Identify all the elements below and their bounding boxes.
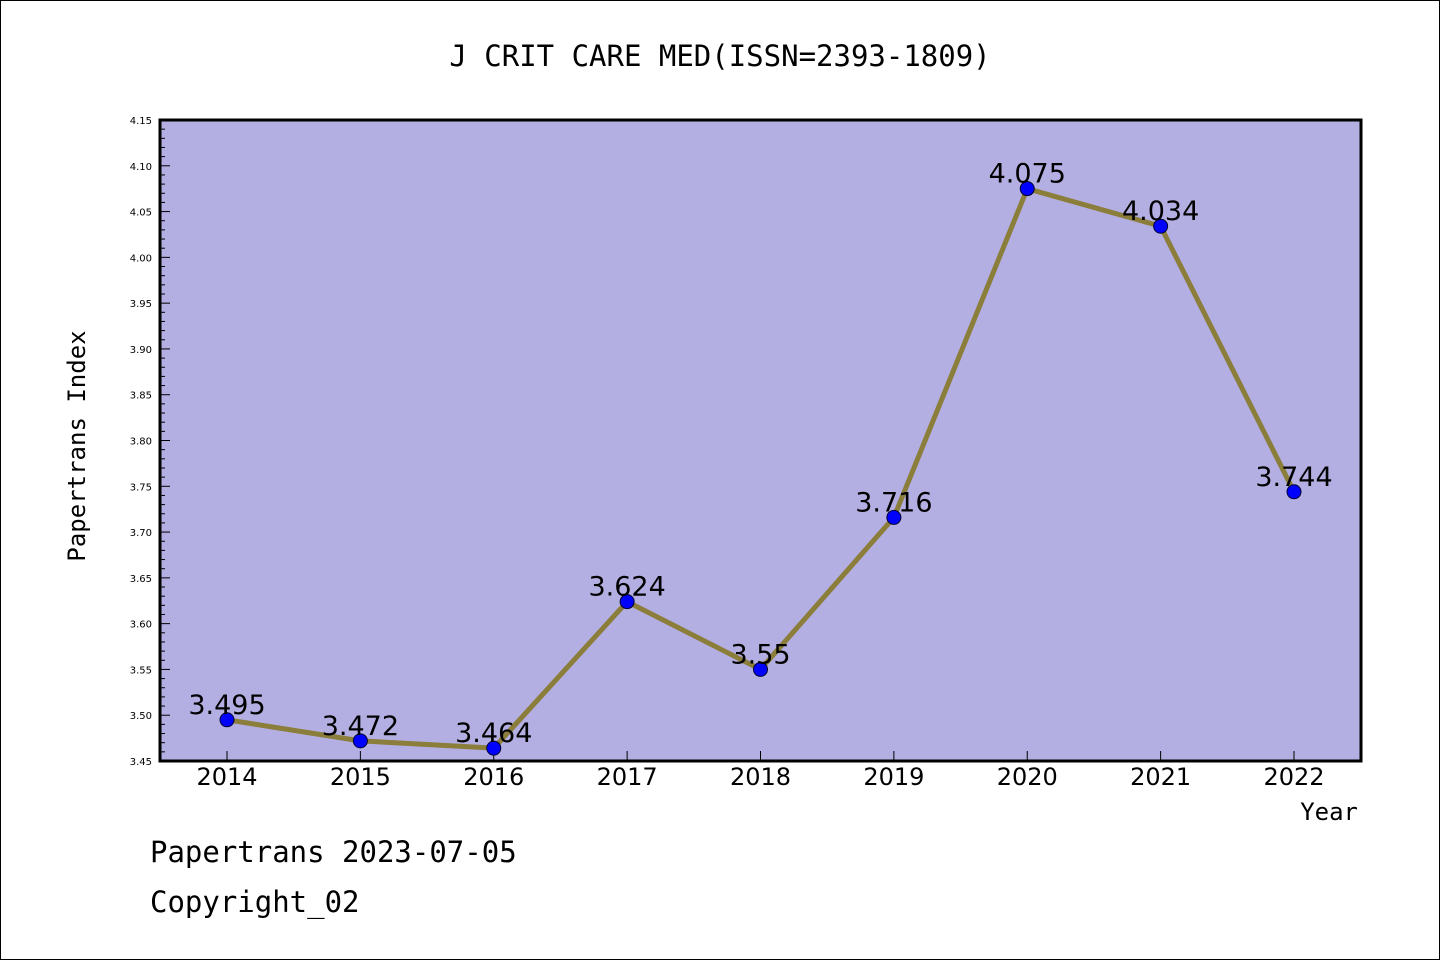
data-point xyxy=(352,733,368,749)
x-tick-label: 2017 xyxy=(597,763,658,791)
data-point xyxy=(1153,218,1169,234)
data-point xyxy=(219,712,235,728)
plot-border xyxy=(158,118,1363,763)
data-label: 3.472 xyxy=(322,711,399,742)
data-label: 3.624 xyxy=(588,572,665,603)
data-label: 3.464 xyxy=(455,718,532,749)
data-labels-group: 3.495 3.472 3.464 3.624 3.55 3.716 4.075 4.034 3… xyxy=(188,159,1332,750)
footer-date: Papertrans 2023-07-05 xyxy=(150,835,517,869)
x-tick-label: 2016 xyxy=(463,763,524,791)
y-tick-label: 4.15 xyxy=(130,116,152,127)
x-tick-label: 2018 xyxy=(730,763,791,791)
data-label: 4.075 xyxy=(989,159,1066,190)
y-tick-label: 3.45 xyxy=(130,757,152,768)
x-tick-label: 2015 xyxy=(330,763,391,791)
y-tick-label: 3.90 xyxy=(130,345,152,356)
data-point xyxy=(1019,181,1035,197)
data-point xyxy=(1286,484,1302,500)
data-label: 3.716 xyxy=(855,487,932,518)
y-tick-label: 3.80 xyxy=(130,437,152,448)
data-label: 4.034 xyxy=(1122,196,1199,227)
data-label: 3.55 xyxy=(730,639,790,670)
x-tick-label: 2020 xyxy=(997,763,1058,791)
y-tick-label: 4.05 xyxy=(130,208,152,219)
x-axis: 2014 2015 2016 2017 2018 2019 2020 2021 2022 xyxy=(196,751,1325,791)
data-point xyxy=(619,594,635,610)
y-tick-label: 3.60 xyxy=(130,620,152,631)
y-tick-label: 4.10 xyxy=(130,162,152,173)
data-label: 3.495 xyxy=(188,690,265,721)
data-point xyxy=(486,740,502,756)
y-tick-label: 4.00 xyxy=(130,253,152,264)
data-point xyxy=(753,661,768,677)
data-point xyxy=(886,509,902,525)
x-axis-label: Year xyxy=(1300,798,1358,826)
x-tick-label: 2014 xyxy=(196,763,257,791)
y-tick-label: 3.75 xyxy=(130,482,152,493)
y-tick-label: 3.65 xyxy=(130,574,152,585)
y-tick-label: 3.70 xyxy=(130,528,152,539)
y-tick-label: 3.50 xyxy=(130,711,152,722)
x-tick-label: 2022 xyxy=(1263,763,1324,791)
y-tick-label: 3.55 xyxy=(130,665,152,676)
series-points-group xyxy=(219,181,1302,756)
x-tick-label: 2019 xyxy=(863,763,924,791)
data-label: 3.744 xyxy=(1255,462,1332,493)
x-tick-label: 2021 xyxy=(1130,763,1191,791)
footer-copyright: Copyright_02 xyxy=(150,885,360,919)
chart-title: J CRIT CARE MED(ISSN=2393-1809) xyxy=(449,39,990,73)
y-tick-label: 3.95 xyxy=(130,299,152,310)
y-tick-label: 3.85 xyxy=(130,391,152,402)
y-axis-label: Papertrans Index xyxy=(63,330,91,561)
